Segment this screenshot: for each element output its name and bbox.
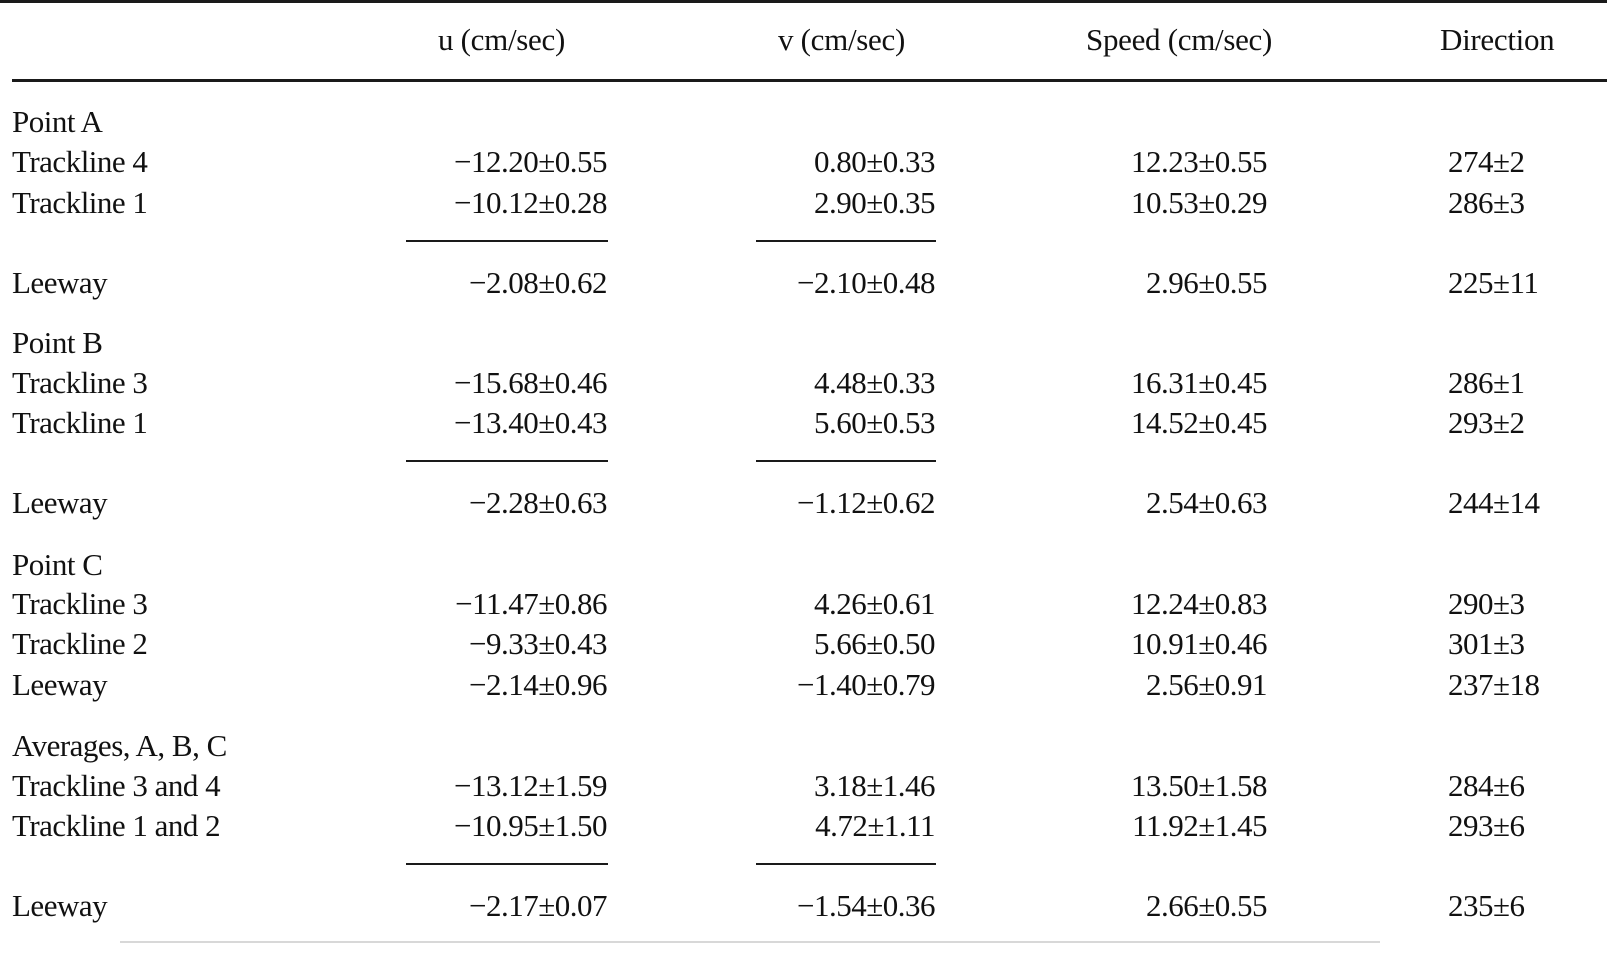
subtotal-rule-u [406, 863, 608, 865]
table-row: Trackline 1 −10.12±0.28 2.90±0.35 10.53±… [0, 183, 1607, 223]
leeway-row: Leeway −2.17±0.07 −1.54±0.36 2.66±0.55 2… [0, 886, 1607, 926]
row-label: Trackline 3 and 4 [12, 768, 221, 803]
cell-speed: 2.66±0.55 [1145, 888, 1268, 923]
cell-u: −2.17±0.07 [469, 888, 608, 923]
row-label: Leeway [12, 485, 108, 520]
group-heading-point-a: Point A [0, 102, 1607, 142]
cell-v: −2.10±0.48 [797, 265, 936, 300]
cell-direction: 286±3 [1448, 185, 1525, 220]
row-label: Leeway [12, 888, 108, 923]
cell-direction: 290±3 [1448, 586, 1525, 621]
cell-v: 2.90±0.35 [813, 185, 936, 220]
cell-speed: 2.56±0.91 [1145, 667, 1268, 702]
cell-v: 4.48±0.33 [813, 365, 936, 400]
row-label: Trackline 1 [12, 405, 148, 440]
leeway-row: Leeway −2.08±0.62 −2.10±0.48 2.96±0.55 2… [0, 263, 1607, 303]
cell-direction: 284±6 [1448, 768, 1525, 803]
cell-v: 0.80±0.33 [813, 144, 936, 179]
header-rule [12, 79, 1607, 82]
leeway-row: Leeway −2.28±0.63 −1.12±0.62 2.54±0.63 2… [0, 483, 1607, 523]
cell-direction: 244±14 [1448, 485, 1540, 520]
cell-direction: 301±3 [1448, 626, 1525, 661]
cell-speed: 12.24±0.83 [1130, 586, 1268, 621]
cell-v: −1.12±0.62 [797, 485, 936, 520]
cell-v: 4.26±0.61 [813, 586, 936, 621]
cell-direction: 274±2 [1448, 144, 1525, 179]
cell-speed: 14.52±0.45 [1130, 405, 1268, 440]
table-row: Trackline 4 −12.20±0.55 0.80±0.33 12.23±… [0, 142, 1607, 182]
table-row: Trackline 2 −9.33±0.43 5.66±0.50 10.91±0… [0, 624, 1607, 664]
row-label: Point A [12, 104, 103, 139]
header-speed: Speed (cm/sec) [1086, 22, 1273, 57]
row-label: Leeway [12, 265, 108, 300]
cell-speed: 10.53±0.29 [1130, 185, 1268, 220]
subtotal-rule-v [756, 863, 936, 865]
group-heading-point-c: Point C [0, 545, 1607, 585]
row-label: Leeway [12, 667, 108, 702]
cell-speed: 10.91±0.46 [1130, 626, 1268, 661]
cell-v: −1.40±0.79 [797, 667, 936, 702]
cell-u: −9.33±0.43 [469, 626, 608, 661]
cell-u: −10.95±1.50 [454, 808, 608, 843]
cell-u: −13.12±1.59 [454, 768, 608, 803]
cell-u: −2.14±0.96 [469, 667, 608, 702]
bottom-rule [120, 941, 1380, 943]
cell-direction: 235±6 [1448, 888, 1525, 923]
row-label: Trackline 2 [12, 626, 148, 661]
row-label: Trackline 4 [12, 144, 148, 179]
table-row: Trackline 1 and 2 −10.95±1.50 4.72±1.11 … [0, 806, 1607, 846]
cell-u: −11.47±0.86 [455, 586, 607, 621]
cell-u: −15.68±0.46 [454, 365, 608, 400]
cell-direction: 293±6 [1448, 808, 1525, 843]
subtotal-rule-v [756, 240, 936, 242]
row-label: Trackline 3 [12, 586, 148, 621]
cell-speed: 12.23±0.55 [1130, 144, 1268, 179]
table-row: Trackline 3 −11.47±0.86 4.26±0.61 12.24±… [0, 584, 1607, 624]
group-heading-averages: Averages, A, B, C [0, 726, 1607, 766]
cell-direction: 286±1 [1448, 365, 1525, 400]
leeway-row: Leeway −2.14±0.96 −1.40±0.79 2.56±0.91 2… [0, 665, 1607, 705]
row-label: Trackline 3 [12, 365, 148, 400]
cell-u: −12.20±0.55 [454, 144, 608, 179]
cell-u: −13.40±0.43 [454, 405, 608, 440]
table-row: Trackline 3 and 4 −13.12±1.59 3.18±1.46 … [0, 766, 1607, 806]
cell-direction: 225±11 [1448, 265, 1539, 300]
cell-v: 3.18±1.46 [813, 768, 936, 803]
cell-u: −2.28±0.63 [469, 485, 608, 520]
table-row: Trackline 1 −13.40±0.43 5.60±0.53 14.52±… [0, 403, 1607, 443]
cell-direction: 293±2 [1448, 405, 1525, 440]
cell-speed: 16.31±0.45 [1130, 365, 1268, 400]
row-label: Trackline 1 [12, 185, 148, 220]
header-v: v (cm/sec) [778, 22, 905, 57]
row-label: Averages, A, B, C [12, 728, 227, 763]
subtotal-rule-u [406, 460, 608, 462]
cell-speed: 2.96±0.55 [1145, 265, 1268, 300]
cell-speed: 13.50±1.58 [1130, 768, 1268, 803]
cell-v: −1.54±0.36 [797, 888, 936, 923]
header-u: u (cm/sec) [438, 22, 565, 57]
subtotal-rule-u [406, 240, 608, 242]
subtotal-rule-v [756, 460, 936, 462]
cell-speed: 11.92±1.45 [1132, 808, 1267, 843]
group-heading-point-b: Point B [0, 323, 1607, 363]
cell-u: −2.08±0.62 [469, 265, 608, 300]
cell-v: 5.60±0.53 [813, 405, 936, 440]
top-rule [0, 0, 1607, 3]
header-direction: Direction [1440, 22, 1555, 57]
cell-v: 4.72±1.11 [815, 808, 935, 843]
table-row: Trackline 3 −15.68±0.46 4.48±0.33 16.31±… [0, 363, 1607, 403]
row-label: Point C [12, 547, 103, 582]
row-label: Trackline 1 and 2 [12, 808, 221, 843]
cell-direction: 237±18 [1448, 667, 1540, 702]
cell-speed: 2.54±0.63 [1145, 485, 1268, 520]
row-label: Point B [12, 325, 103, 360]
cell-u: −10.12±0.28 [454, 185, 608, 220]
cell-v: 5.66±0.50 [813, 626, 936, 661]
